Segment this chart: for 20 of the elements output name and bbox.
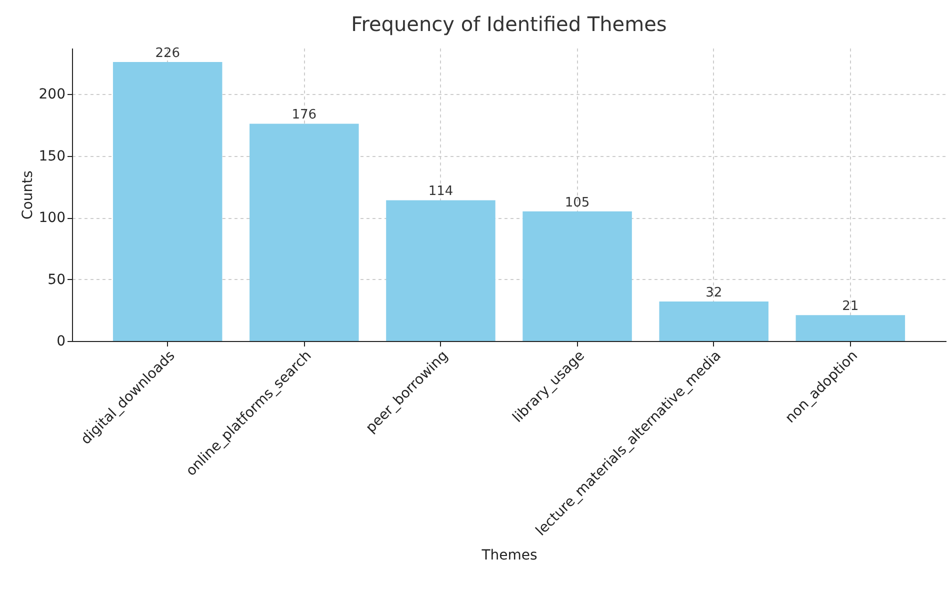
data-label: 176 xyxy=(292,108,317,123)
y-tick-label: 150 xyxy=(38,148,66,164)
chart-title: Frequency of Identified Themes xyxy=(351,12,667,36)
y-tick-label: 200 xyxy=(38,86,66,103)
data-label: 114 xyxy=(428,184,454,200)
x-axis-title: Themes xyxy=(480,548,538,564)
bar xyxy=(522,211,632,341)
bar xyxy=(796,315,906,341)
data-label: 32 xyxy=(706,285,722,300)
y-tick-label: 50 xyxy=(48,272,66,288)
data-label: 226 xyxy=(155,46,180,61)
y-tick-label: 0 xyxy=(56,334,66,350)
bar xyxy=(112,62,222,341)
y-tick-label: 100 xyxy=(38,210,66,226)
data-label: 21 xyxy=(842,299,859,314)
bar xyxy=(250,124,359,341)
data-label: 105 xyxy=(564,195,590,210)
bar xyxy=(386,200,496,341)
y-axis-title: Counts xyxy=(20,170,36,220)
bar xyxy=(659,301,768,341)
